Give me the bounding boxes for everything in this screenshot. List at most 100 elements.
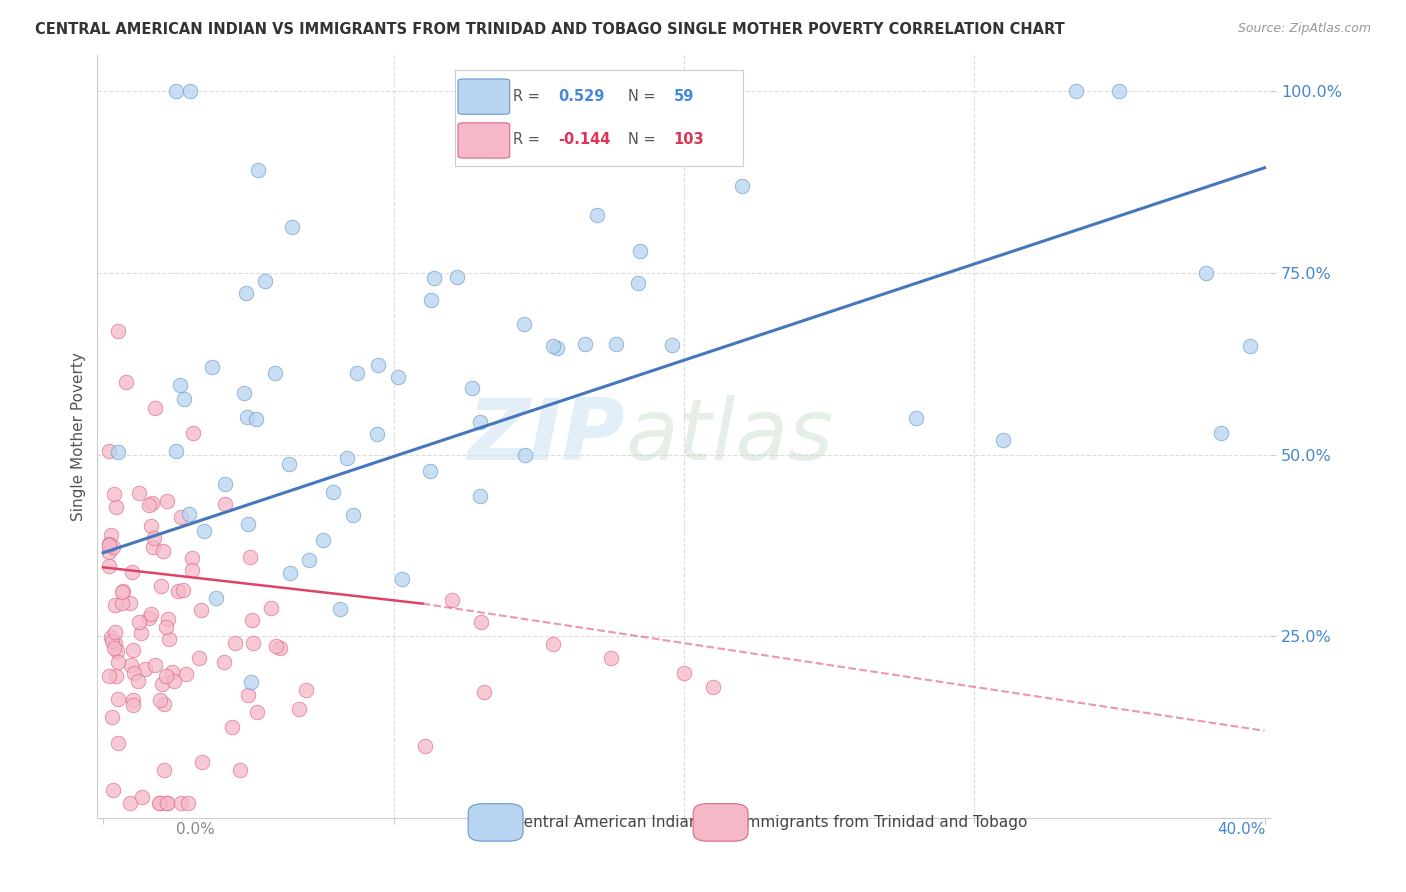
Point — [181, 425, 204, 440]
Point — [214, 497, 236, 511]
Point — [124, 665, 146, 680]
Point — [156, 797, 179, 811]
Point — [235, 286, 257, 301]
Point — [143, 401, 166, 416]
Point — [105, 644, 128, 658]
Point — [141, 607, 163, 622]
Point — [367, 358, 389, 372]
Point — [541, 636, 564, 650]
Point — [224, 635, 246, 649]
Point — [165, 85, 187, 99]
Point — [232, 385, 254, 400]
Point — [264, 639, 287, 653]
Point — [138, 498, 160, 512]
Point — [269, 641, 291, 656]
Point — [100, 527, 122, 541]
Point — [134, 662, 156, 676]
Point — [107, 655, 129, 669]
Point — [103, 487, 125, 501]
Point — [156, 797, 179, 811]
Text: CENTRAL AMERICAN INDIAN VS IMMIGRANTS FROM TRINIDAD AND TOBAGO SINGLE MOTHER POV: CENTRAL AMERICAN INDIAN VS IMMIGRANTS FR… — [35, 22, 1064, 37]
Point — [190, 603, 212, 617]
Point — [157, 632, 180, 647]
Point — [112, 584, 135, 599]
Point — [163, 673, 186, 688]
Point — [513, 317, 536, 331]
Text: Source: ZipAtlas.com: Source: ZipAtlas.com — [1237, 22, 1371, 36]
Point — [188, 650, 211, 665]
Point — [298, 553, 321, 567]
Point — [98, 545, 121, 559]
Point — [101, 782, 124, 797]
Point — [181, 563, 204, 577]
Point — [153, 763, 176, 777]
Text: Immigrants from Trinidad and Tobago: Immigrants from Trinidad and Tobago — [741, 815, 1028, 830]
Point — [1239, 339, 1261, 353]
Point — [236, 688, 259, 702]
Point — [413, 739, 436, 754]
Point — [162, 665, 184, 680]
Point — [574, 337, 596, 351]
Point — [329, 602, 352, 616]
Point — [294, 683, 316, 698]
Point — [101, 540, 124, 554]
Point — [110, 585, 132, 599]
Point — [107, 691, 129, 706]
Point — [128, 615, 150, 629]
Point — [342, 508, 364, 522]
Point — [193, 524, 215, 538]
Point — [247, 162, 270, 177]
Point — [98, 444, 121, 458]
Point — [288, 701, 311, 715]
Point — [141, 496, 163, 510]
Point — [446, 269, 468, 284]
Point — [440, 593, 463, 607]
Text: Central American Indians: Central American Indians — [513, 815, 707, 830]
Point — [149, 579, 172, 593]
Point — [148, 797, 170, 811]
Point — [98, 537, 121, 551]
Point — [278, 457, 301, 471]
Point — [280, 219, 302, 234]
Point — [177, 797, 200, 811]
Point — [661, 338, 683, 352]
Point — [104, 624, 127, 639]
Point — [128, 486, 150, 500]
Point — [585, 208, 607, 222]
Point — [336, 451, 359, 466]
Point — [546, 342, 568, 356]
Point — [190, 755, 212, 769]
Point — [628, 244, 651, 259]
Point — [129, 626, 152, 640]
Point — [181, 551, 204, 566]
Point — [605, 336, 627, 351]
Point — [118, 596, 141, 610]
Point — [419, 464, 441, 478]
Point — [142, 531, 165, 545]
Point — [245, 412, 267, 426]
Point — [100, 630, 122, 644]
Text: atlas: atlas — [626, 395, 834, 478]
Point — [238, 516, 260, 531]
Point — [513, 448, 536, 462]
Point — [1195, 266, 1218, 280]
Point — [101, 710, 124, 724]
Point — [541, 339, 564, 353]
Point — [239, 549, 262, 564]
Point — [242, 635, 264, 649]
Point — [240, 675, 263, 690]
Point — [387, 370, 409, 384]
Point — [212, 655, 235, 669]
Point — [468, 415, 491, 429]
Point — [346, 366, 368, 380]
Point — [152, 698, 174, 712]
Point — [366, 426, 388, 441]
Point — [98, 559, 121, 574]
Point — [120, 658, 142, 673]
Point — [149, 797, 172, 811]
Point — [155, 620, 177, 634]
Text: ZIP: ZIP — [468, 395, 626, 478]
Text: 40.0%: 40.0% — [1218, 822, 1265, 838]
Point — [165, 443, 187, 458]
Point — [156, 494, 179, 508]
